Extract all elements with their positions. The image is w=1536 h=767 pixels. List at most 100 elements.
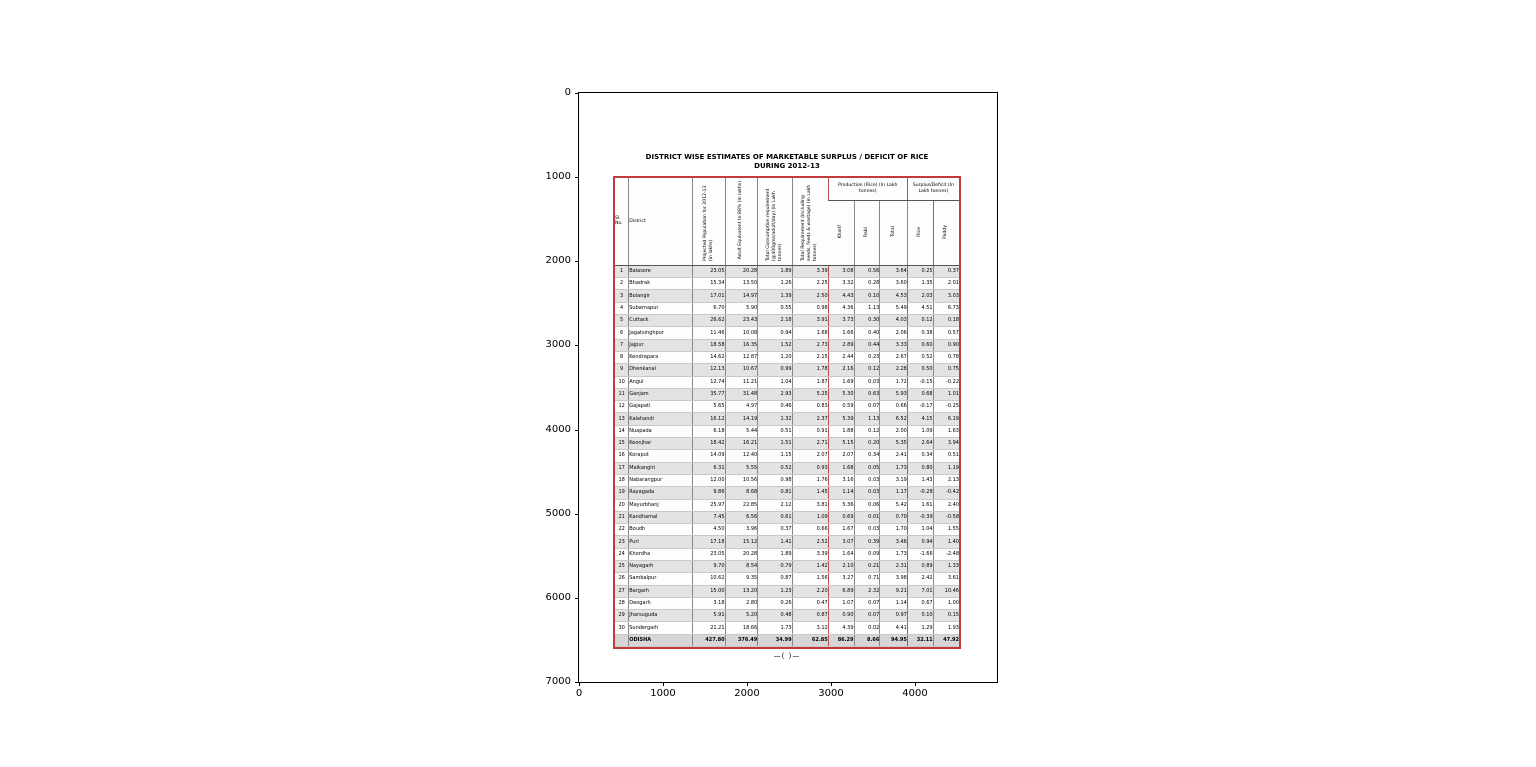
cell-value: 2.03	[906, 289, 934, 303]
cell-value: 5.65	[691, 400, 726, 414]
cell-value: 0.10	[906, 609, 934, 623]
cell-value: 1.68	[827, 462, 855, 475]
cell-value: 0.57	[932, 326, 959, 340]
header-rabi: Rabi	[853, 200, 880, 266]
cell-value: 21.21	[691, 621, 726, 635]
cell-value: 0.03	[853, 486, 880, 500]
cell-value: 5.49	[879, 302, 908, 316]
cell-value: 1.13	[853, 302, 880, 316]
cell-value: 15.12	[724, 535, 758, 549]
document-title: DISTRICT WISE ESTIMATES OF MARKETABLE SU…	[613, 153, 961, 172]
header-production-group: Production (Rice) (In Lakh tonnes)	[827, 177, 908, 201]
cell-sl-no: 21	[615, 511, 629, 525]
cell-value: 1.13	[853, 412, 880, 426]
cell-district: Kendrapara	[628, 351, 693, 365]
y-tick-mark	[575, 429, 579, 431]
cell-value: 62.85	[791, 633, 829, 648]
cell-sl-no: 6	[615, 326, 629, 340]
cell-district: Nabarangpur	[628, 474, 693, 488]
cell-value: 0.56	[853, 265, 880, 279]
cell-value: 5.93	[879, 388, 908, 402]
cell-value: -0.15	[906, 376, 934, 389]
cell-value: 2.93	[757, 388, 793, 402]
y-tick-mark	[575, 261, 579, 263]
cell-value: 0.71	[853, 572, 880, 586]
cell-value: 0.51	[757, 425, 793, 439]
cell-value: 0.03	[853, 376, 880, 389]
header-total: Total	[879, 200, 908, 266]
y-tick-label: 6000	[545, 591, 571, 603]
cell-value: 0.98	[757, 474, 793, 488]
cell-value: 0.67	[906, 597, 934, 611]
cell-value: 1.04	[757, 376, 793, 389]
cell-district: ODISHA	[628, 633, 693, 648]
cell-value: 2.80	[724, 597, 758, 611]
cell-value: 13.50	[724, 277, 758, 291]
cell-value: 0.50	[906, 363, 934, 377]
cell-value: 5.15	[827, 437, 855, 451]
header-total-requirement: Total Requirement (including seeds, feed…	[791, 177, 829, 266]
table-row: 14 Nuapada 6.18 5.44 0.51 0.91 1.88 0.12 2.00 1.0…	[615, 425, 959, 439]
cell-value: 376.49	[724, 633, 758, 648]
y-tick-label: 1000	[545, 171, 571, 183]
cell-value: 1.73	[757, 621, 793, 635]
cell-value: 8.54	[724, 560, 758, 574]
table-row: 30 Sundergarh 21.21 18.66 1.73 3.12 4.39 0.02 4.…	[615, 621, 959, 635]
cell-value: 6.89	[827, 585, 855, 598]
cell-value: 0.10	[853, 289, 880, 303]
cell-value: 0.05	[853, 462, 880, 475]
cell-value: 0.12	[853, 363, 880, 377]
cell-value: 0.93	[791, 462, 829, 475]
cell-value: 1.78	[791, 363, 829, 377]
cell-value: 4.97	[724, 400, 758, 414]
cell-value: 0.99	[757, 363, 793, 377]
table-row: 22 Boudh 4.50 3.96 0.37 0.66 1.67 0.03 1.70 1.04 1…	[615, 523, 959, 537]
cell-district: Puri	[628, 535, 693, 549]
cell-value: 0.94	[757, 326, 793, 340]
table-row: 6 Jagatsinghpur 11.46 10.08 0.94 1.68 1.66 0.40…	[615, 326, 959, 340]
cell-value: 1.89	[757, 548, 793, 562]
table-row: 21 Kandhamal 7.45 6.56 0.61 1.09 0.69 0.01 0.70-…	[615, 511, 959, 525]
cell-district: Koraput	[628, 449, 693, 463]
cell-value: 3.19	[879, 474, 908, 488]
cell-value: 23.05	[691, 548, 726, 562]
y-tick-mark	[575, 345, 579, 347]
cell-value: 14.09	[691, 449, 726, 463]
cell-value: 1.69	[827, 376, 855, 389]
cell-value: 2.40	[932, 499, 959, 512]
x-tick-mark	[915, 682, 916, 686]
cell-value: 0.37	[757, 523, 793, 537]
table-row: 16 Koraput 14.09 12.40 1.15 2.07 2.07 0.34 2.41 0…	[615, 449, 959, 463]
cell-value: 0.90	[932, 339, 959, 352]
cell-value: 26.62	[691, 314, 726, 328]
cell-district: Boudh	[628, 523, 693, 537]
cell-sl-no: 24	[615, 548, 629, 562]
cell-sl-no: 17	[615, 462, 629, 475]
cell-sl-no: 27	[615, 585, 629, 598]
cell-value: 0.21	[853, 560, 880, 574]
cell-sl-no: 20	[615, 499, 629, 512]
cell-value: 3.03	[932, 289, 959, 303]
cell-value: 3.33	[879, 339, 908, 352]
cell-value: 1.73	[879, 548, 908, 562]
cell-value: 5.30	[827, 388, 855, 402]
cell-value: 8.68	[724, 486, 758, 500]
cell-value: 3.64	[879, 265, 908, 279]
cell-value: 0.69	[827, 511, 855, 525]
header-total-consumption: Total Consumption requirement (@400gms/a…	[757, 177, 793, 266]
cell-value: 2.01	[932, 277, 959, 291]
table-row: 19 Rayagada 9.86 8.68 0.81 1.45 1.14 0.03 1.17 -0…	[615, 486, 959, 500]
cell-sl-no: 26	[615, 572, 629, 586]
cell-value: 3.39	[791, 265, 829, 279]
cell-value: 18.42	[691, 437, 726, 451]
cell-value: 12.87	[724, 351, 758, 365]
cell-value: 0.87	[757, 572, 793, 586]
cell-value: 1.26	[757, 277, 793, 291]
table-row: 3 Bolangir 17.01 14.97 1.39 2.50 4.43 0.10 4.53 2…	[615, 289, 959, 303]
cell-value: 6.56	[724, 511, 758, 525]
cell-value: 0.89	[906, 560, 934, 574]
cell-value: -0.42	[932, 486, 959, 500]
cell-value: 0.37	[932, 265, 959, 279]
cell-value: 0.87	[791, 609, 829, 623]
cell-value: 5.90	[724, 302, 758, 316]
